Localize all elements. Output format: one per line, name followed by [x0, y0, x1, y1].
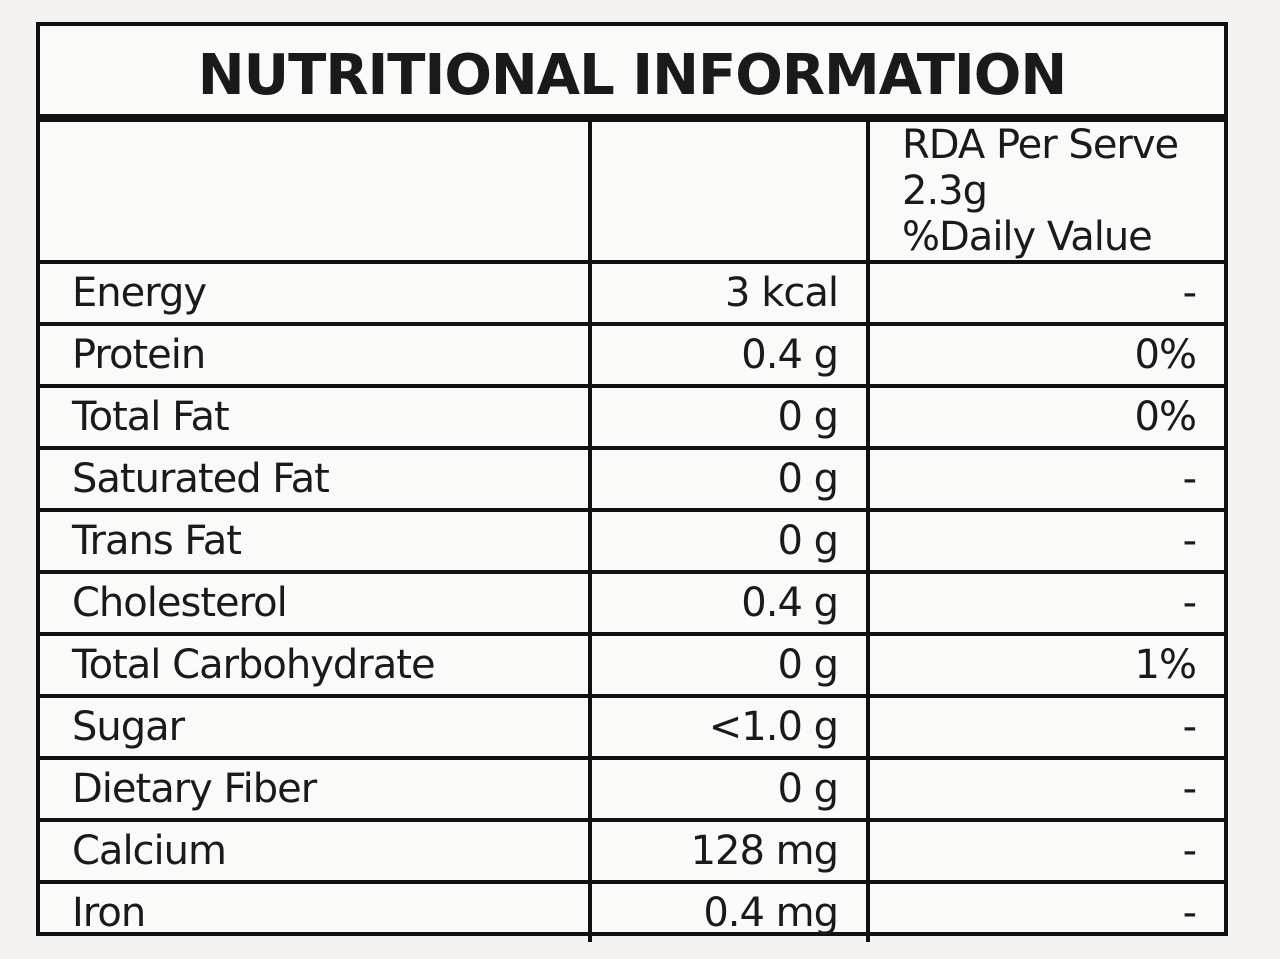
- nutrient-row-cell: 3 kcal: [588, 260, 870, 326]
- nutrient-row-cell: 0%: [866, 322, 1224, 388]
- nutrient-row-cell: Sugar: [40, 694, 592, 760]
- header-row-cell: [40, 118, 592, 264]
- nutrient-row: Saturated Fat 0 g-: [40, 446, 1224, 512]
- header-row: RDA Per Serve 2.3g %Daily Value: [40, 118, 1224, 264]
- nutrient-row: Energy 3 kcal -: [40, 260, 1224, 326]
- header-row-cell: RDA Per Serve 2.3g %Daily Value: [866, 118, 1224, 264]
- nutrient-row-cell: 0 g: [588, 756, 870, 822]
- nutrient-row-cell: Total Fat: [40, 384, 592, 450]
- nutrient-row: Sugar <1.0 g-: [40, 694, 1224, 760]
- nutrition-panel: NUTRITIONAL INFORMATION RDA Per Serve 2.…: [36, 22, 1228, 942]
- nutrient-row-cell: Total Carbohydrate: [40, 632, 592, 698]
- header-row-cell: [588, 118, 870, 264]
- nutrient-row-cell: -: [866, 260, 1224, 326]
- nutrient-row-cell: -: [866, 694, 1224, 760]
- nutrient-row-cell: 0.4 mg: [588, 880, 870, 942]
- nutrient-row-cell: Iron: [40, 880, 592, 942]
- nutrient-row-cell: -: [866, 446, 1224, 512]
- nutrient-row-cell: 0.4 g: [588, 322, 870, 388]
- nutrient-row-cell: 0 g: [588, 632, 870, 698]
- nutrient-row-cell: Energy: [40, 260, 592, 326]
- nutrient-row-cell: 0 g: [588, 508, 870, 574]
- nutrient-row-cell: 0.4 g: [588, 570, 870, 636]
- nutrient-row-cell: 1%: [866, 632, 1224, 698]
- nutrient-row-cell: Trans Fat: [40, 508, 592, 574]
- nutrient-row: Total Carbohydrate 0 g 1%: [40, 632, 1224, 698]
- nutrient-row-cell: -: [866, 818, 1224, 884]
- nutrient-row-cell: 0 g: [588, 384, 870, 450]
- nutrient-row-cell: Cholesterol: [40, 570, 592, 636]
- nutrient-row-cell: 128 mg: [588, 818, 870, 884]
- nutrient-row: Calcium 128 mg -: [40, 818, 1224, 884]
- nutrient-row-cell: Dietary Fiber: [40, 756, 592, 822]
- nutrient-row-cell: Protein: [40, 322, 592, 388]
- nutrient-row-cell: 0%: [866, 384, 1224, 450]
- nutrient-row: Iron 0.4 mg -: [40, 880, 1224, 942]
- title: NUTRITIONAL INFORMATION: [40, 26, 1224, 118]
- nutrient-row-cell: -: [866, 570, 1224, 636]
- nutrient-row-cell: -: [866, 880, 1224, 942]
- nutrient-row-cell: <1.0 g: [588, 694, 870, 760]
- nutrient-row-cell: -: [866, 756, 1224, 822]
- nutrient-row-cell: 0 g: [588, 446, 870, 512]
- nutrient-row: Cholesterol 0.4 g-: [40, 570, 1224, 636]
- nutrition-table: RDA Per Serve 2.3g %Daily Value Energy 3 k…: [40, 118, 1224, 942]
- nutrient-row-cell: Calcium: [40, 818, 592, 884]
- nutrient-row-cell: -: [866, 508, 1224, 574]
- nutrient-row: Total Fat 0 g 0%: [40, 384, 1224, 450]
- nutrient-row: Trans Fat 0 g-: [40, 508, 1224, 574]
- nutrient-row: Dietary Fiber 0 g-: [40, 756, 1224, 822]
- nutrient-row-cell: Saturated Fat: [40, 446, 592, 512]
- nutrient-row: Protein 0.4 g 0%: [40, 322, 1224, 388]
